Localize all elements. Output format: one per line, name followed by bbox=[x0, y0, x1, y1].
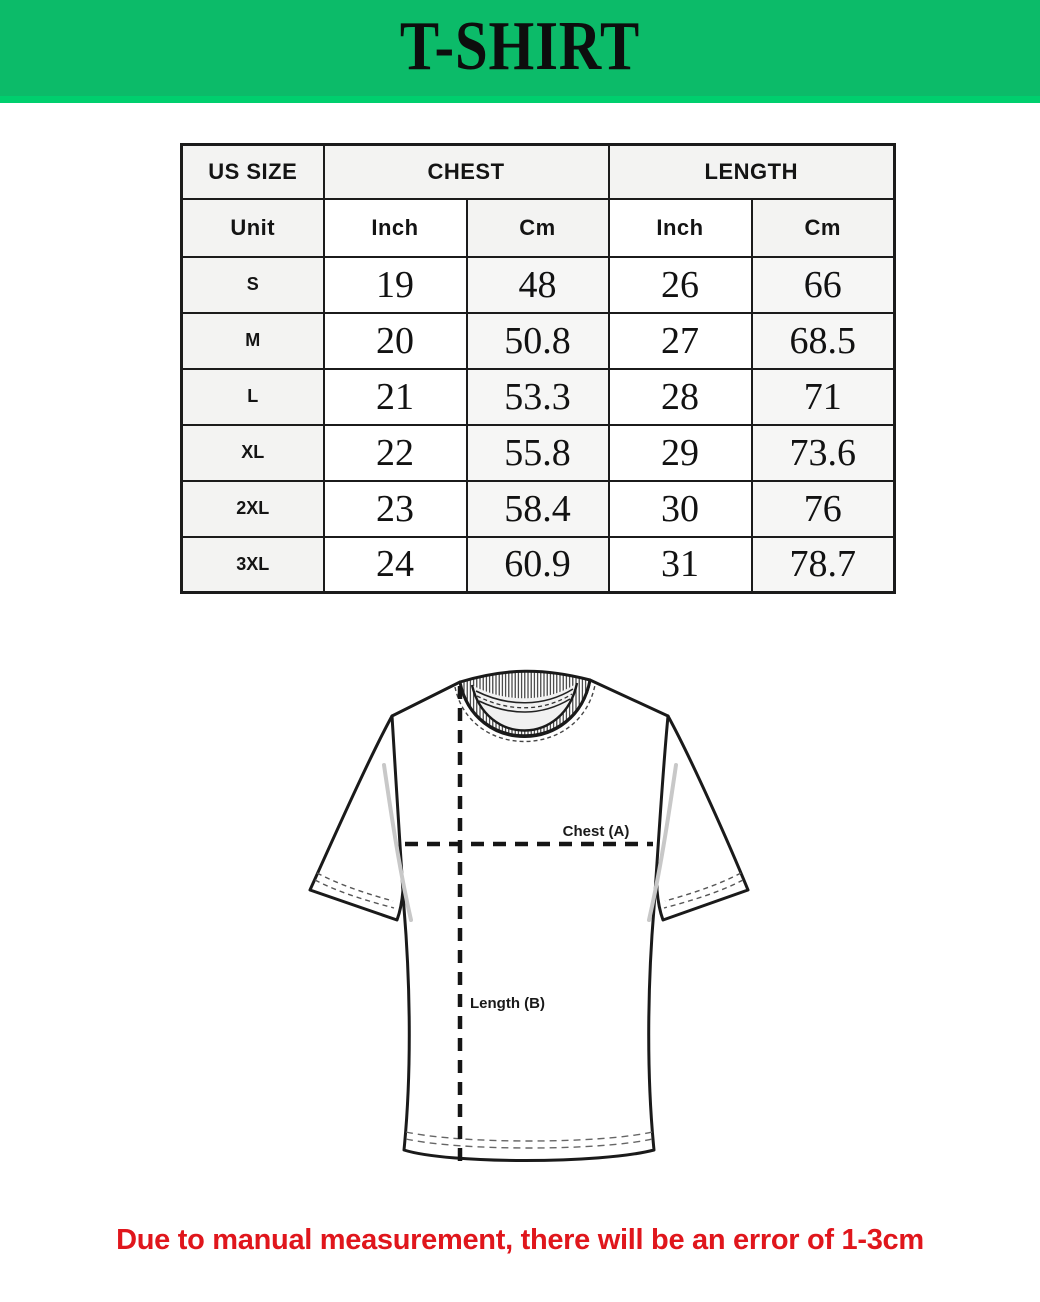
tshirt-drawing: Chest (A) Length (B) bbox=[308, 669, 750, 1162]
length-inch-value: 27 bbox=[607, 311, 753, 370]
size-name: 2XL bbox=[180, 479, 325, 538]
chest-inch-value: 21 bbox=[322, 367, 468, 426]
right-crease bbox=[647, 763, 678, 922]
left-sleeve-stitch bbox=[314, 879, 395, 909]
length-inch-value: 31 bbox=[607, 535, 753, 594]
collar-inner-neckline bbox=[470, 682, 579, 732]
size-name: 3XL bbox=[180, 535, 325, 594]
chest-inch-value: 20 bbox=[322, 311, 468, 370]
header-chest: CHEST bbox=[322, 143, 610, 200]
table-header-row: US SIZE CHEST LENGTH bbox=[180, 143, 896, 200]
length-cm-value: 73.6 bbox=[750, 423, 896, 482]
bottom-hem-stitch bbox=[405, 1131, 653, 1142]
length-cm-value: 66 bbox=[750, 255, 896, 314]
length-inch-value: 29 bbox=[607, 423, 753, 482]
table-row-s: S 19 48 26 66 bbox=[180, 255, 896, 314]
page-title: T-SHIRT bbox=[399, 7, 641, 85]
chest-inch-value: 24 bbox=[322, 535, 468, 594]
chest-cm-value: 55.8 bbox=[465, 423, 610, 482]
chest-cm-value: 48 bbox=[465, 255, 610, 314]
length-inch-label: Inch bbox=[607, 197, 753, 258]
title-banner: T-SHIRT bbox=[0, 0, 1040, 103]
left-crease bbox=[382, 763, 413, 922]
back-collar-stitch bbox=[476, 693, 573, 709]
size-name: XL bbox=[180, 423, 325, 482]
length-cm-value: 78.7 bbox=[750, 535, 896, 594]
chest-measure-label: Chest (A) bbox=[563, 823, 630, 840]
chest-cm-value: 50.8 bbox=[465, 311, 610, 370]
chest-inch-label: Inch bbox=[322, 197, 468, 258]
table-row-xl: XL 22 55.8 29 73.6 bbox=[180, 423, 896, 482]
table-row-2xl: 2XL 23 58.4 30 76 bbox=[180, 479, 896, 538]
collar-inner-area bbox=[472, 683, 577, 731]
chest-inch-value: 19 bbox=[322, 255, 468, 314]
size-name: S bbox=[180, 255, 325, 314]
size-name: M bbox=[180, 311, 325, 370]
size-name: L bbox=[180, 367, 325, 426]
tshirt-body bbox=[390, 678, 670, 1162]
unit-label: Unit bbox=[180, 197, 325, 258]
right-sleeve bbox=[655, 714, 750, 922]
length-cm-value: 71 bbox=[750, 367, 896, 426]
chest-inch-value: 23 bbox=[322, 479, 468, 538]
right-sleeve-stitch bbox=[664, 872, 742, 902]
length-inch-value: 30 bbox=[607, 479, 753, 538]
chest-inch-value: 22 bbox=[322, 423, 468, 482]
size-table: US SIZE CHEST LENGTH Unit Inch Cm Inch C… bbox=[180, 143, 897, 594]
chest-cm-value: 53.3 bbox=[465, 367, 610, 426]
left-sleeve bbox=[308, 714, 405, 922]
header-length: LENGTH bbox=[607, 143, 896, 200]
length-inch-value: 28 bbox=[607, 367, 753, 426]
bottom-hem-stitch bbox=[405, 1138, 653, 1149]
right-sleeve-stitch bbox=[663, 879, 744, 909]
chest-cm-label: Cm bbox=[465, 197, 610, 258]
table-row-3xl: 3XL 24 60.9 31 78.7 bbox=[180, 535, 896, 594]
header-us-size: US SIZE bbox=[180, 143, 325, 200]
chest-cm-value: 58.4 bbox=[465, 479, 610, 538]
back-collar-seam bbox=[475, 688, 574, 704]
table-unit-row: Unit Inch Cm Inch Cm bbox=[180, 197, 896, 258]
length-cm-value: 76 bbox=[750, 479, 896, 538]
tshirt-measurement-diagram: Chest (A) Length (B) bbox=[280, 650, 760, 1180]
left-sleeve-stitch bbox=[316, 872, 394, 902]
length-cm-value: 68.5 bbox=[750, 311, 896, 370]
length-measure-label: Length (B) bbox=[470, 995, 545, 1012]
table-row-m: M 20 50.8 27 68.5 bbox=[180, 311, 896, 370]
length-inch-value: 26 bbox=[607, 255, 753, 314]
length-cm-label: Cm bbox=[750, 197, 896, 258]
chest-cm-value: 60.9 bbox=[465, 535, 610, 594]
measurement-disclaimer: Due to manual measurement, there will be… bbox=[116, 1224, 924, 1256]
table-row-l: L 21 53.3 28 71 bbox=[180, 367, 896, 426]
back-collar-seam bbox=[478, 698, 571, 713]
